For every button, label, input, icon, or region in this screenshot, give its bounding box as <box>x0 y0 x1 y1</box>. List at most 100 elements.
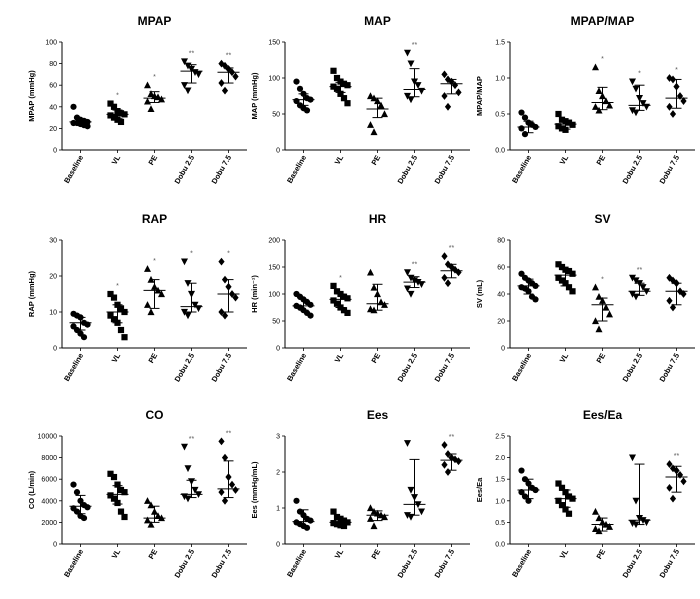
significance-marker: ** <box>412 42 418 49</box>
data-point <box>181 58 188 66</box>
data-point <box>110 316 118 323</box>
data-point <box>73 489 81 496</box>
y-tick-label: 200 <box>268 238 280 245</box>
data-point <box>367 268 374 276</box>
data-point <box>666 460 673 468</box>
significance-marker: * <box>675 67 678 74</box>
data-point <box>117 110 125 117</box>
data-point <box>107 112 114 119</box>
data-point <box>181 493 188 501</box>
data-point <box>218 437 225 446</box>
panel-mpap-map: MPAP/MAP 0.0 0.5 1.0 1.5 MPAP/MAP Baseline VL PE… <box>475 14 695 185</box>
category-label: Dobu 2.5 <box>396 352 420 384</box>
data-point <box>107 290 114 298</box>
data-point <box>525 480 532 487</box>
data-point <box>184 465 192 473</box>
data-point <box>676 470 684 479</box>
data-point <box>532 486 539 494</box>
data-point <box>418 281 425 288</box>
significance-marker: * <box>339 275 342 282</box>
data-point <box>606 523 613 530</box>
data-point <box>121 513 128 521</box>
data-point <box>599 92 606 100</box>
data-point <box>666 483 673 492</box>
data-point <box>232 72 239 81</box>
y-tick-label: 20 <box>49 274 57 281</box>
data-point <box>303 107 311 114</box>
data-point <box>370 283 378 291</box>
y-axis-label-ees: Ees (mmHg/mL) <box>250 461 259 519</box>
data-point <box>144 516 151 524</box>
data-point <box>191 301 199 309</box>
data-point <box>184 495 192 503</box>
category-label: Dobu 7.5 <box>210 548 234 580</box>
data-point <box>404 49 411 57</box>
category-label: Dobu 7.5 <box>433 352 457 384</box>
data-point <box>418 508 425 516</box>
data-point <box>558 277 566 284</box>
y-tick-label: 80 <box>497 238 505 245</box>
data-point <box>73 508 81 515</box>
panel-title-ees: Ees <box>367 408 389 422</box>
category-label: Dobu 7.5 <box>658 548 682 580</box>
data-point <box>632 497 640 505</box>
category-label: PE <box>369 548 382 561</box>
data-point <box>344 100 351 107</box>
y-tick-label: 0 <box>276 346 280 353</box>
data-point <box>184 62 192 70</box>
data-point <box>110 103 118 110</box>
data-point <box>455 88 462 97</box>
category-label: VL <box>333 351 346 364</box>
data-point <box>151 507 158 515</box>
data-point <box>181 308 188 316</box>
significance-marker: ** <box>674 453 680 460</box>
category-label: Baseline <box>285 154 308 185</box>
data-point <box>188 478 195 486</box>
y-tick-label: 50 <box>272 319 280 326</box>
category-label: Dobu 2.5 <box>173 352 197 384</box>
data-point <box>377 511 385 519</box>
y-tick-label: 0 <box>276 148 280 155</box>
data-point <box>307 301 314 308</box>
category-label: Baseline <box>62 352 85 383</box>
data-point <box>337 522 344 529</box>
data-point <box>676 92 684 100</box>
data-point <box>188 65 195 73</box>
y-tick-label: 60 <box>497 265 505 272</box>
data-point <box>404 440 411 447</box>
data-point <box>144 81 151 89</box>
data-point <box>599 297 606 304</box>
data-point <box>636 95 643 102</box>
data-point <box>221 61 229 70</box>
data-point <box>80 334 88 341</box>
data-point <box>629 78 636 86</box>
panel-mpap: MPAP 0 20 40 60 80 100 MPAP (mmHg) Baseline VL * PE… <box>27 14 247 185</box>
panel-rap: RAP 0 10 20 30 RAP (mmHg) Baseline VL * PE * Dobu 2… <box>27 212 247 383</box>
data-point <box>330 282 337 289</box>
data-point <box>407 60 415 68</box>
data-point <box>669 276 677 285</box>
category-label: Baseline <box>62 548 85 579</box>
data-point <box>562 266 569 273</box>
data-point <box>407 274 415 282</box>
significance-marker: ** <box>449 434 455 441</box>
data-point <box>154 512 162 520</box>
panel-title-hr: HR <box>369 212 387 226</box>
data-point <box>673 279 680 288</box>
data-point <box>411 78 418 86</box>
data-point <box>293 97 300 105</box>
data-point <box>181 82 188 89</box>
data-point <box>592 103 599 110</box>
data-point <box>595 527 603 535</box>
data-point <box>154 93 162 101</box>
data-point <box>441 273 448 282</box>
panel-ees: Ees 0 1 2 3 Ees (mmHg/mL) Baseline VL PE Dobu 2.5… <box>250 408 470 579</box>
category-label: Dobu 7.5 <box>658 154 682 186</box>
significance-marker: ** <box>226 430 232 437</box>
data-point <box>404 269 411 277</box>
data-point <box>303 524 311 531</box>
data-point <box>151 283 158 290</box>
data-point <box>381 110 388 118</box>
data-point <box>158 514 165 522</box>
y-axis-label-sv: SV (mL) <box>475 279 484 308</box>
